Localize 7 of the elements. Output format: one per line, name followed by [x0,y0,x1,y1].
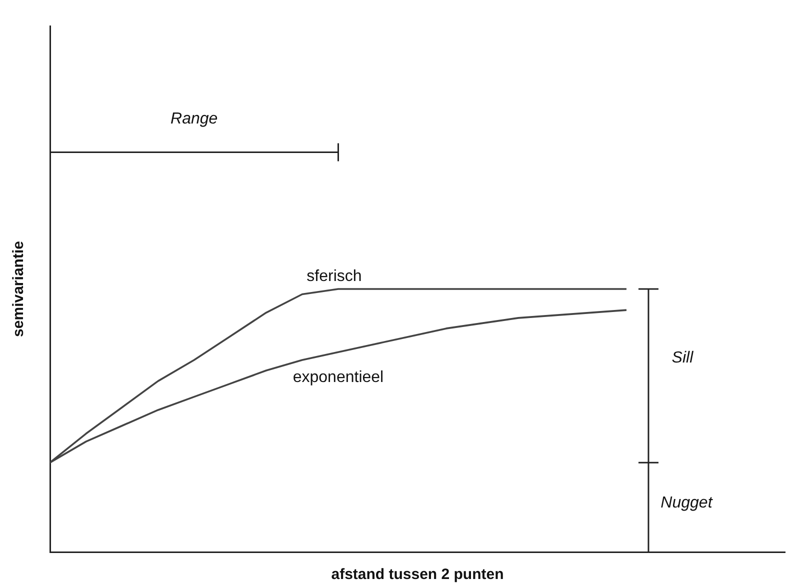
text: Range [170,110,218,128]
text: Nugget [660,494,713,512]
text: Sill [672,350,694,367]
series-label: sferisch [306,268,362,285]
x-axis-title: afstand tussen 2 punten [331,566,504,584]
y-axis-title: semivariantie [10,241,28,337]
series-label: exponentieel [292,369,384,386]
